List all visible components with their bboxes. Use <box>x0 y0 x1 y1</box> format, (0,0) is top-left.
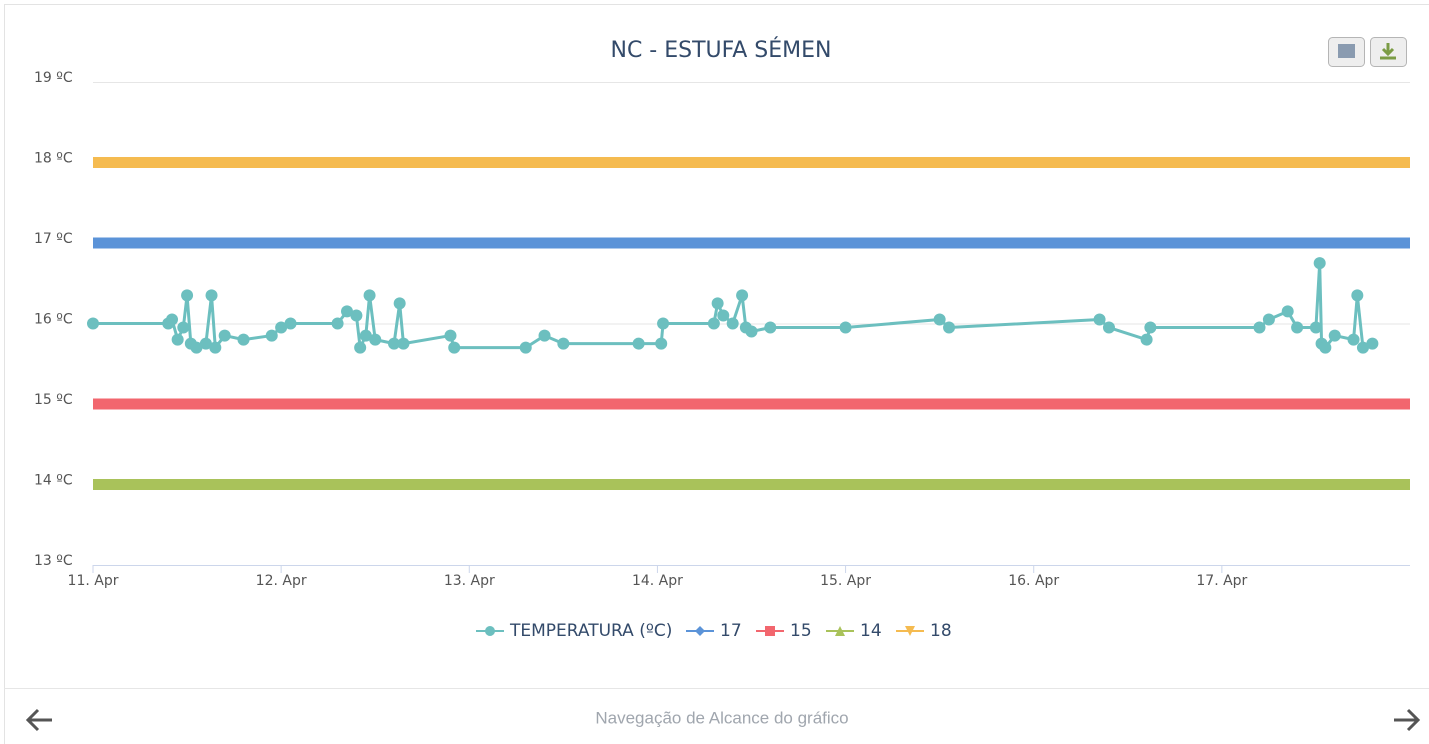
point <box>354 341 367 354</box>
point <box>275 321 288 334</box>
legend-marker <box>835 626 845 636</box>
point <box>1291 321 1304 334</box>
point <box>350 309 363 322</box>
point <box>726 317 739 330</box>
navigator-label: Navegação de Alcance do gráfico <box>595 708 848 727</box>
point <box>933 313 946 326</box>
x-tick-label: 16. Apr <box>1008 573 1059 589</box>
point <box>1102 321 1115 334</box>
point <box>1328 329 1341 342</box>
point <box>359 329 372 342</box>
point <box>764 321 777 334</box>
point <box>181 289 194 302</box>
legend-marker <box>485 626 495 636</box>
legend-label[interactable]: TEMPERATURA (ºC) <box>509 621 672 641</box>
point <box>707 317 720 330</box>
point <box>218 329 231 342</box>
x-tick-label: 12. Apr <box>256 573 307 589</box>
legend-label[interactable]: 18 <box>930 621 952 641</box>
nav-left[interactable] <box>25 708 52 732</box>
point <box>632 337 645 350</box>
chart-title: NC - ESTUFA SÉMEN <box>610 37 831 63</box>
point <box>171 333 184 346</box>
y-tick-label: 14 ºC <box>34 473 73 489</box>
point <box>397 337 410 350</box>
download-button[interactable] <box>1370 37 1407 67</box>
point <box>1253 321 1266 334</box>
x-tick-label: 13. Apr <box>444 573 495 589</box>
y-tick-label: 19 ºC <box>34 70 73 86</box>
y-tick-label: 15 ºC <box>34 392 73 408</box>
nav-right[interactable] <box>1394 708 1421 732</box>
point <box>655 337 668 350</box>
point <box>839 321 852 334</box>
point <box>363 289 376 302</box>
legend-marker <box>765 626 775 636</box>
point <box>166 313 179 326</box>
legend-marker <box>695 626 705 636</box>
point <box>1347 333 1360 346</box>
point <box>388 337 401 350</box>
point <box>1262 313 1275 326</box>
point <box>1319 341 1332 354</box>
point <box>717 309 730 322</box>
point <box>1309 321 1322 334</box>
point <box>190 341 203 354</box>
y-tick-label: 16 ºC <box>34 312 73 328</box>
point <box>1093 313 1106 326</box>
point <box>1351 289 1364 302</box>
x-tick-label: 14. Apr <box>632 573 683 589</box>
point <box>237 333 250 346</box>
point <box>209 341 222 354</box>
point <box>265 329 278 342</box>
point <box>1356 341 1369 354</box>
point <box>177 321 190 334</box>
point <box>340 305 353 318</box>
point <box>199 337 212 350</box>
y-tick-label: 18 ºC <box>34 151 73 167</box>
point <box>444 329 457 342</box>
point <box>1281 305 1294 318</box>
y-tick-label: 17 ºC <box>34 231 73 247</box>
x-tick-label: 11. Apr <box>68 573 119 589</box>
legend-label[interactable]: 14 <box>860 621 882 641</box>
point <box>1313 257 1326 270</box>
point <box>557 337 570 350</box>
legend-marker <box>905 626 915 636</box>
point <box>205 289 218 302</box>
point <box>1366 337 1379 350</box>
point <box>519 341 532 354</box>
point <box>369 333 382 346</box>
x-tick-label: 15. Apr <box>820 573 871 589</box>
legend-label[interactable]: 15 <box>790 621 812 641</box>
y-tick-label: 13 ºC <box>34 553 73 569</box>
point <box>448 341 461 354</box>
point <box>538 329 551 342</box>
point <box>657 317 670 330</box>
point <box>331 317 344 330</box>
point <box>745 325 758 338</box>
print-button[interactable] <box>1328 37 1365 67</box>
point <box>1144 321 1157 334</box>
point <box>284 317 297 330</box>
card <box>4 4 1429 744</box>
point <box>1140 333 1153 346</box>
point <box>87 317 99 330</box>
point <box>711 297 724 310</box>
legend-label[interactable]: 17 <box>720 621 742 641</box>
x-tick-label: 17. Apr <box>1196 573 1247 589</box>
point <box>393 297 406 310</box>
point <box>736 289 749 302</box>
point <box>943 321 956 334</box>
